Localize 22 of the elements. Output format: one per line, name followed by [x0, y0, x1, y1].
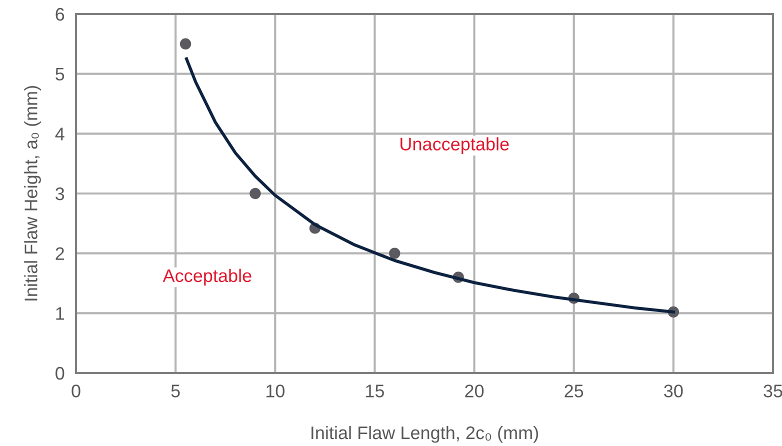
x-tick-label: 0 — [72, 384, 80, 398]
annotation: Acceptable — [162, 268, 252, 286]
point — [180, 38, 192, 50]
y-tick-label: 4 — [55, 128, 64, 140]
annotation: Unacceptable — [400, 137, 509, 154]
y-tick-label: 3 — [56, 187, 64, 200]
y-tick-label: 1 — [56, 307, 64, 320]
x-tick-label: 30 — [664, 384, 683, 398]
y-tick-label: 0 — [56, 366, 64, 380]
x-tick-label: 15 — [366, 384, 384, 398]
y-tick-label: 6 — [56, 8, 64, 21]
point — [250, 188, 261, 200]
x-tick-label: 20 — [465, 384, 484, 398]
y-tick-label: 5 — [56, 68, 64, 81]
y-tick-label: 2 — [56, 247, 64, 260]
x-tick-label: 10 — [266, 384, 284, 398]
y-axis-title: Initial Flaw Height, a₀ (mm) — [24, 86, 41, 300]
x-tick-label: 35 — [764, 384, 782, 398]
x-tick-label: 5 — [171, 384, 180, 398]
x-axis-title: Initial Flaw Length, 2c₀ (mm) — [312, 426, 538, 443]
x-tick-label: 25 — [564, 384, 584, 398]
point — [389, 248, 400, 259]
